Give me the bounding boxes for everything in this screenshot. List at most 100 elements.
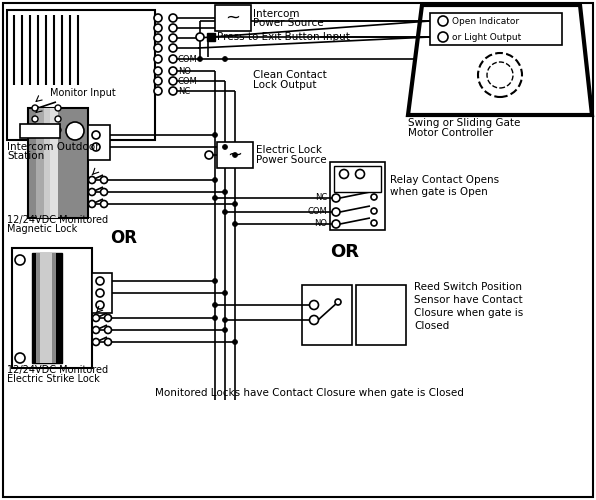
Circle shape	[104, 326, 111, 334]
Circle shape	[438, 32, 448, 42]
Circle shape	[169, 87, 177, 95]
Bar	[50, 108, 58, 218]
Circle shape	[66, 122, 84, 140]
Circle shape	[32, 105, 38, 111]
Text: Lock Output: Lock Output	[253, 80, 316, 90]
Circle shape	[213, 178, 218, 182]
Polygon shape	[408, 5, 592, 115]
Bar	[28, 108, 88, 218]
Text: Monitored Locks have Contact Closure when gate is Closed: Monitored Locks have Contact Closure whe…	[155, 388, 464, 398]
Circle shape	[169, 44, 177, 52]
Text: OR: OR	[110, 229, 137, 247]
Circle shape	[101, 200, 107, 207]
Circle shape	[55, 116, 61, 122]
Circle shape	[222, 290, 228, 296]
Circle shape	[92, 131, 100, 139]
Circle shape	[232, 222, 237, 226]
Circle shape	[154, 24, 162, 32]
Circle shape	[355, 170, 365, 178]
Text: NO: NO	[178, 66, 191, 76]
Text: Press to Exit Button Input: Press to Exit Button Input	[217, 32, 350, 42]
Circle shape	[232, 152, 237, 158]
Circle shape	[332, 194, 340, 202]
Circle shape	[154, 44, 162, 52]
Circle shape	[154, 34, 162, 42]
Text: COM: COM	[178, 76, 198, 86]
Text: NO: NO	[314, 220, 327, 228]
Circle shape	[169, 77, 177, 85]
Bar	[334, 166, 381, 192]
Text: Electric Lock: Electric Lock	[256, 145, 322, 155]
Bar	[20, 124, 60, 138]
Circle shape	[232, 340, 237, 344]
Circle shape	[340, 170, 349, 178]
Text: Relay Contact Opens: Relay Contact Opens	[390, 175, 499, 185]
Circle shape	[154, 87, 162, 95]
Text: Power Source: Power Source	[253, 18, 324, 28]
Circle shape	[332, 208, 340, 216]
Text: Closed: Closed	[414, 321, 449, 331]
Circle shape	[55, 105, 61, 111]
Circle shape	[169, 14, 177, 22]
Circle shape	[88, 188, 95, 196]
Circle shape	[32, 116, 38, 122]
Text: Electric Strike Lock: Electric Strike Lock	[7, 374, 100, 384]
Circle shape	[371, 220, 377, 226]
Circle shape	[88, 176, 95, 184]
Circle shape	[88, 200, 95, 207]
Bar	[40, 253, 52, 363]
Bar	[7, 10, 155, 140]
Text: Power Source: Power Source	[256, 155, 327, 165]
Circle shape	[96, 301, 104, 309]
Circle shape	[154, 55, 162, 63]
Text: Open Indicator: Open Indicator	[452, 16, 519, 26]
Text: Swing or Sliding Gate: Swing or Sliding Gate	[408, 118, 520, 128]
Bar	[32, 253, 62, 363]
Text: NC: NC	[178, 86, 190, 96]
Circle shape	[213, 196, 218, 200]
Circle shape	[55, 127, 61, 133]
Text: Clean Contact: Clean Contact	[253, 70, 327, 80]
Circle shape	[309, 316, 318, 324]
Text: when gate is Open: when gate is Open	[390, 187, 488, 197]
Circle shape	[196, 33, 204, 41]
Bar	[430, 13, 562, 45]
Circle shape	[222, 210, 228, 214]
Circle shape	[222, 144, 228, 150]
Circle shape	[222, 318, 228, 322]
Circle shape	[438, 16, 448, 26]
Text: Intercom: Intercom	[253, 9, 300, 19]
Circle shape	[101, 188, 107, 196]
Bar	[215, 5, 251, 31]
Text: OR: OR	[330, 243, 359, 261]
Text: Closure when gate is: Closure when gate is	[414, 308, 523, 318]
Bar	[88, 125, 110, 160]
Text: COM: COM	[178, 54, 198, 64]
Circle shape	[213, 302, 218, 308]
Text: Motor Controller: Motor Controller	[408, 128, 493, 138]
Circle shape	[371, 194, 377, 200]
Circle shape	[169, 24, 177, 32]
Circle shape	[92, 338, 100, 345]
Text: ~: ~	[228, 146, 243, 164]
Bar	[44, 108, 56, 218]
Bar	[217, 142, 253, 168]
Circle shape	[222, 190, 228, 194]
Circle shape	[213, 316, 218, 320]
Circle shape	[104, 338, 111, 345]
Text: NC: NC	[315, 194, 327, 202]
Text: 12/24VDC Monitored: 12/24VDC Monitored	[7, 215, 108, 225]
Circle shape	[197, 56, 203, 62]
Circle shape	[169, 34, 177, 42]
Text: Sensor have Contact: Sensor have Contact	[414, 295, 523, 305]
Circle shape	[96, 277, 104, 285]
Circle shape	[335, 299, 341, 305]
Text: Station: Station	[7, 151, 44, 161]
Circle shape	[15, 353, 25, 363]
Circle shape	[232, 202, 237, 206]
Circle shape	[222, 328, 228, 332]
Circle shape	[169, 55, 177, 63]
Text: Reed Switch Position: Reed Switch Position	[414, 282, 522, 292]
Bar	[356, 285, 406, 345]
Circle shape	[478, 53, 522, 97]
